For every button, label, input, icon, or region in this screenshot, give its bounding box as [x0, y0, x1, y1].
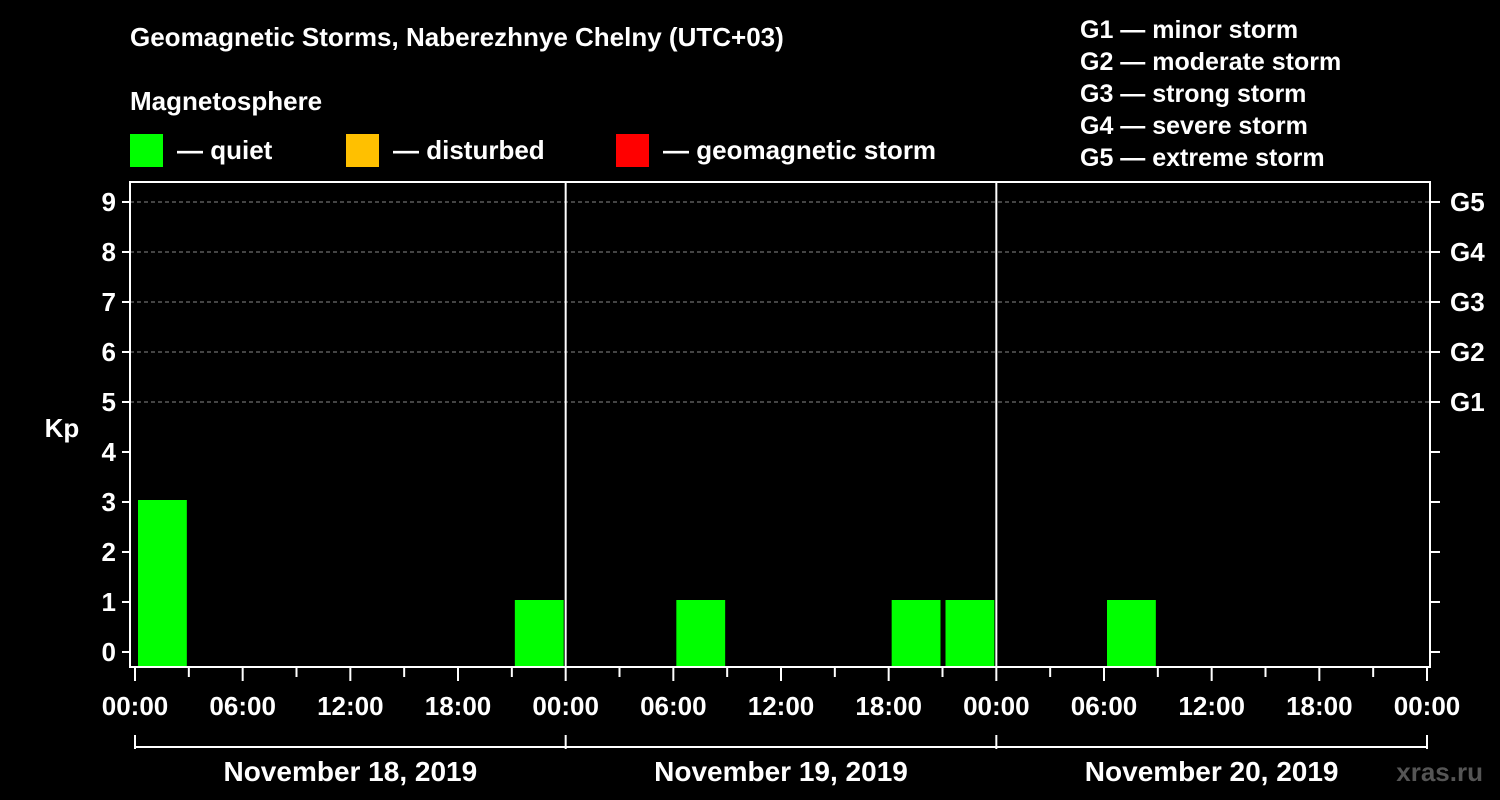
x-tick-label: 06:00 — [640, 691, 707, 721]
day-label: November 20, 2019 — [1085, 756, 1339, 787]
legend-item-disturbed: — disturbed — [346, 133, 545, 167]
kp-bar — [945, 600, 995, 667]
x-tick-label: 00:00 — [1394, 691, 1461, 721]
storm-scale-g2: G2 — moderate storm — [1080, 48, 1342, 76]
x-tick-label: 18:00 — [425, 691, 492, 721]
storm-scale-g3: G3 — strong storm — [1080, 80, 1307, 108]
kp-bar — [676, 600, 726, 667]
kp-bar — [514, 600, 564, 667]
storm-scale-legend: G1 — minor storm G2 — moderate storm G3 … — [1080, 14, 1341, 174]
legend-swatch-quiet — [130, 133, 163, 167]
x-tick-label: 00:00 — [102, 691, 169, 721]
x-tick-label: 12:00 — [1178, 691, 1245, 721]
right-tick-label: G5 — [1450, 187, 1485, 217]
y-tick-label: 3 — [102, 487, 116, 517]
x-tick-label: 18:00 — [1286, 691, 1353, 721]
legend-item-storm: — geomagnetic storm — [616, 133, 936, 167]
y-tick-label: 5 — [102, 387, 116, 417]
x-tick-label: 12:00 — [317, 691, 384, 721]
legend-label-quiet: — quiet — [177, 134, 273, 165]
y-tick-label: 6 — [102, 337, 116, 367]
x-tick-label: 18:00 — [855, 691, 922, 721]
right-tick-label: G3 — [1450, 287, 1485, 317]
magnetosphere-legend-title: Magnetosphere — [130, 86, 323, 116]
kp-bar — [891, 600, 941, 667]
storm-scale-g4: G4 — severe storm — [1080, 112, 1308, 140]
y-tick-label: 1 — [102, 587, 116, 617]
x-tick-label: 00:00 — [963, 691, 1030, 721]
chart-title: Geomagnetic Storms, Naberezhnye Chelny (… — [130, 22, 784, 52]
legend-swatch-disturbed — [346, 133, 379, 167]
plot-frame — [129, 181, 1431, 668]
legend-swatch-storm — [616, 133, 649, 167]
watermark: xras.ru — [1396, 757, 1483, 787]
legend-label-disturbed: — disturbed — [393, 134, 545, 165]
x-tick-label: 06:00 — [209, 691, 276, 721]
x-tick-label: 00:00 — [532, 691, 599, 721]
y-axis-label: Kp — [45, 413, 80, 443]
storm-scale-g5: G5 — extreme storm — [1080, 144, 1325, 172]
day-label: November 19, 2019 — [654, 756, 908, 787]
y-tick-label: 2 — [102, 537, 116, 567]
legend-label-storm: — geomagnetic storm — [663, 134, 937, 165]
storm-scale-g1: G1 — minor storm — [1080, 16, 1299, 44]
legend-item-quiet: — quiet — [130, 133, 272, 167]
x-tick-label: 12:00 — [748, 691, 815, 721]
y-tick-label: 7 — [102, 287, 116, 317]
y-tick-label: 4 — [102, 437, 117, 467]
y-tick-label: 8 — [102, 237, 116, 267]
kp-bar — [1107, 600, 1156, 667]
kp-bar — [138, 500, 187, 667]
right-tick-label: G2 — [1450, 337, 1485, 367]
right-tick-label: G1 — [1450, 387, 1485, 417]
y-tick-label: 9 — [102, 187, 116, 217]
y-tick-label: 0 — [102, 637, 116, 667]
day-label: November 18, 2019 — [223, 756, 477, 787]
right-tick-label: G4 — [1450, 237, 1485, 267]
x-tick-label: 06:00 — [1071, 691, 1138, 721]
